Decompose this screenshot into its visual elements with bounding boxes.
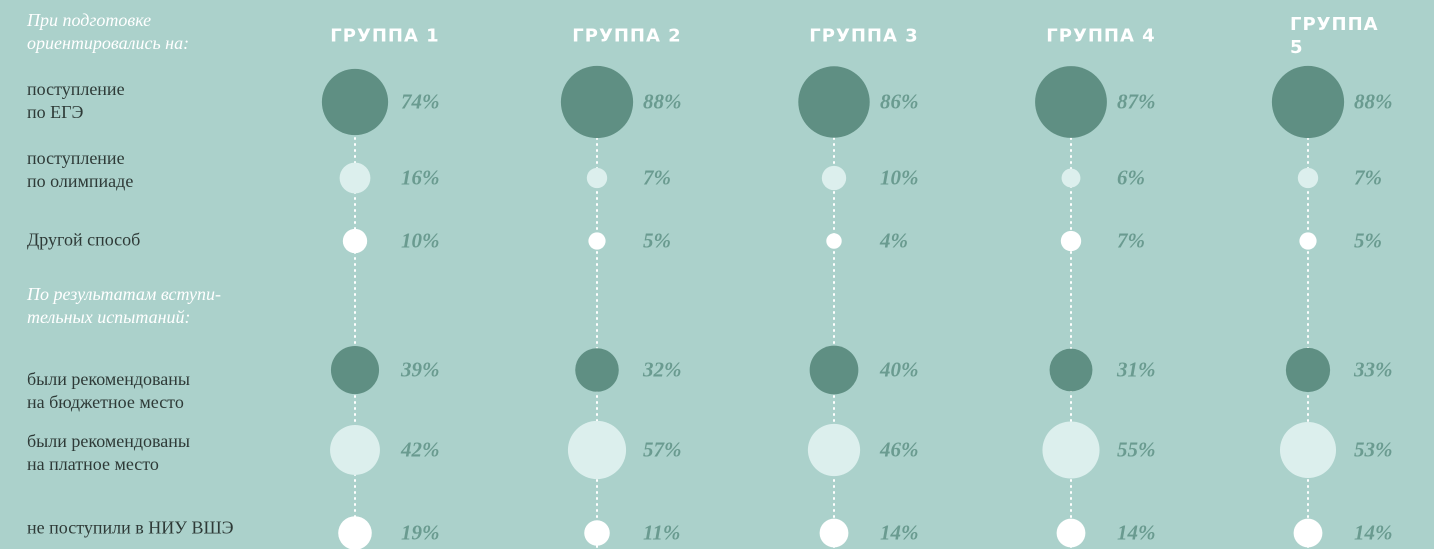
value-label: 88% [643,89,682,114]
bubble [1060,230,1082,252]
bubble [330,345,380,395]
bubble [1293,518,1323,548]
row-label: были рекомендованы на платное место [27,431,190,474]
value-label: 53% [1354,437,1393,462]
group-header: ГРУППА 3 [809,25,919,47]
bubble [1035,66,1107,138]
value-label: 7% [1354,165,1382,190]
bubble [330,425,380,475]
bubble [807,423,861,477]
group-header: ГРУППА 2 [572,25,682,47]
value-label: 10% [401,228,440,253]
bubble [584,520,610,546]
value-label: 16% [401,165,440,190]
value-label: 6% [1117,165,1145,190]
value-label: 5% [1354,228,1382,253]
row-label: были рекомендованы на бюджетное место [27,369,190,412]
section-title: По результатам вступи- тельных испытаний… [27,284,221,327]
bubble [575,348,619,392]
bubble [586,167,608,189]
value-label: 57% [643,437,682,462]
bubble [798,66,870,138]
value-label: 14% [1117,520,1156,545]
bubble [1299,232,1317,250]
value-label: 87% [1117,89,1156,114]
bubble [821,165,847,191]
bubble [819,518,849,548]
value-label: 14% [1354,520,1393,545]
section-title: При подготовке ориентировались на: [27,10,190,53]
value-label: 14% [880,520,919,545]
value-label: 4% [880,228,908,253]
value-label: 39% [401,357,440,382]
value-label: 11% [643,520,681,545]
value-label: 10% [880,165,919,190]
bubble [588,232,606,250]
bubble [560,65,634,139]
value-label: 42% [401,437,440,462]
bubble [809,345,859,395]
row-label: не поступили в НИУ ВШЭ [27,517,234,538]
bubble [1049,348,1093,392]
bubble [321,68,389,136]
value-label: 7% [643,165,671,190]
bubble [1297,167,1319,189]
bubble [1056,518,1086,548]
bubble [567,420,627,480]
bubble [1042,421,1100,479]
bubble [339,162,371,194]
value-label: 32% [643,357,682,382]
value-label: 5% [643,228,671,253]
value-label: 31% [1117,357,1156,382]
value-label: 88% [1354,89,1393,114]
value-label: 74% [401,89,440,114]
group-header: ГРУППА 4 [1046,25,1156,47]
value-label: 46% [880,437,919,462]
value-label: 19% [401,520,440,545]
value-label: 33% [1354,357,1393,382]
value-label: 7% [1117,228,1145,253]
row-label: поступление по ЕГЭ [27,79,125,122]
bubble [338,516,372,549]
row-label: поступление по олимпиаде [27,148,134,191]
bubble [1279,421,1337,479]
bubble [1061,168,1081,188]
group-header: ГРУППА 5 [1290,14,1379,58]
value-label: 86% [880,89,919,114]
value-label: 40% [880,357,919,382]
bubble [826,233,842,249]
row-label: Другой способ [27,229,141,250]
bubble [342,228,368,254]
bubble [1285,347,1331,393]
value-label: 55% [1117,437,1156,462]
group-header: ГРУППА 1 [330,25,440,47]
bubble [1271,65,1345,139]
